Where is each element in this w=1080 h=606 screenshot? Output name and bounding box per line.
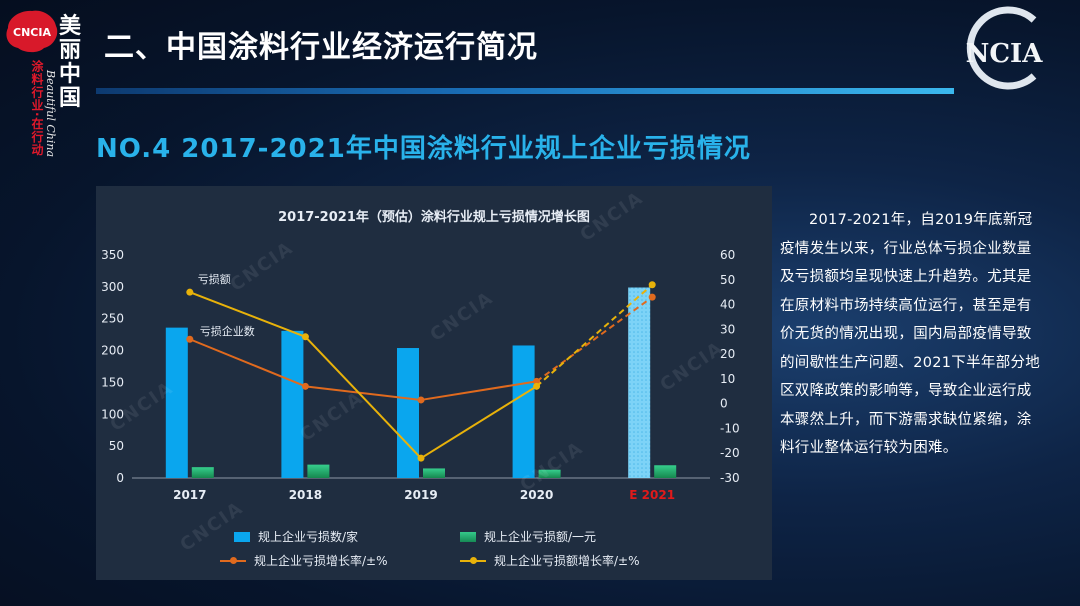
legend-label: 规上企业亏损数/家: [258, 530, 359, 544]
bar-loss-count: [628, 287, 651, 478]
x-tick-label: 2018: [289, 488, 322, 502]
y-left-tick-label: 0: [116, 471, 124, 485]
y-right-tick-label: 50: [720, 273, 735, 287]
y-right-tick-label: 0: [720, 397, 728, 411]
y-right-tick-label: 40: [720, 298, 735, 312]
annotation-loss-amount: 亏损额: [198, 272, 231, 286]
legend-swatch: [460, 556, 486, 564]
y-right-tick-label: 60: [720, 248, 735, 262]
line-loss-amount-rate-point: [417, 454, 425, 462]
description-text: 2017-2021年，自2019年底新冠疫情发生以来，行业总体亏损企业数量及亏损…: [780, 212, 1041, 456]
legend-label: 规上企业亏损额/一元: [484, 530, 597, 544]
line-loss-amount-rate-segment: [304, 336, 422, 459]
bar-loss-count: [397, 348, 419, 478]
brand-logo-left: CNCIA 美 丽 中 国 涂料行业·在行动 Beautiful China: [4, 8, 96, 168]
bar-loss-amount: [307, 464, 330, 478]
bar-loss-amount: [654, 465, 677, 478]
title-underline-bar: [96, 88, 954, 94]
line-loss-amount-rate-segment: [420, 385, 538, 460]
chart-panel: 2017-2021年（预估）涂料行业规上亏损情况增长图 0 50 100 150 200…: [96, 186, 772, 580]
brand-chinese-vertical: 美 丽 中 国: [56, 14, 84, 110]
line-loss-amount-rate-point: [301, 333, 309, 341]
y-right-tick-label: -20: [720, 446, 740, 460]
logo-right-text: NCIA: [966, 39, 1044, 69]
section-title: NO.4 2017-2021年中国涂料行业规上企业亏损情况: [96, 134, 751, 164]
y-left-tick-label: 300: [101, 280, 124, 294]
y-left-tick-label: 200: [101, 344, 124, 358]
bar-loss-count: [512, 345, 535, 478]
bar-loss-count: [165, 327, 188, 478]
line-loss-count-rate-point: [533, 377, 541, 385]
bar-loss-count: [281, 330, 304, 478]
y-right-tick-label: 20: [720, 347, 735, 361]
line-loss-count-rate-segment: [420, 380, 537, 401]
y-left-tick-label: 350: [101, 248, 124, 262]
line-loss-amount-rate-segment: [189, 291, 306, 338]
line-loss-count-rate-point: [648, 293, 656, 301]
legend-swatch: [234, 531, 250, 542]
cncia-logo-icon: NCIA: [966, 6, 1044, 90]
x-tick-label: 2017: [173, 488, 206, 502]
x-tick-label: 2020: [520, 488, 553, 502]
y-left-tick-label: 100: [101, 407, 124, 421]
bar-loss-amount: [538, 469, 561, 478]
bar-loss-amount: [423, 468, 445, 478]
line-loss-count-rate-segment: [305, 385, 422, 401]
brand-char: 丽: [58, 37, 81, 63]
line-loss-count-rate-point: [301, 382, 309, 390]
y-left-tick-label: 50: [109, 439, 124, 453]
line-loss-count-rate-point: [417, 396, 425, 404]
y-right-tick-label: -30: [720, 471, 740, 485]
line-loss-amount-rate-point: [648, 281, 656, 289]
chart-title: 2017-2021年（预估）涂料行业规上亏损情况增长图: [278, 210, 590, 225]
line-loss-count-rate-segment: [189, 338, 306, 388]
x-tick-label: E 2021: [629, 488, 675, 502]
annotation-loss-count: 亏损企业数: [200, 324, 255, 338]
logo-left-text: CNCIA: [13, 26, 51, 39]
chart-svg: 0 50 100 150 200 250 300 350 -30 -20 -10 0 10 20 30 40 5…: [101, 248, 740, 502]
brand-slogan: 涂料行业·在行动: [30, 60, 44, 157]
legend-label: 规上企业亏损增长率/±%: [254, 554, 388, 568]
legend-swatch: [460, 531, 476, 542]
legend-item: 规上企业亏损数/家: [234, 528, 358, 545]
y-right-tick-label: 10: [720, 372, 735, 386]
brand-char: 国: [58, 85, 81, 111]
cncia-flower-icon: CNCIA: [6, 10, 58, 53]
bar-loss-amount: [191, 467, 214, 478]
legend-item: 规上企业亏损增长率/±%: [220, 552, 388, 569]
line-loss-count-rate-segment: [536, 296, 653, 383]
legend-item: 规上企业亏损额/一元: [460, 528, 596, 545]
line-loss-count-rate-point: [186, 335, 194, 343]
y-left-tick-label: 250: [101, 312, 124, 326]
brand-char: 美: [58, 13, 81, 39]
line-loss-amount-rate-segment: [535, 283, 653, 388]
brand-char: 中: [58, 61, 81, 87]
legend-swatch: [220, 556, 246, 564]
legend-label: 规上企业亏损额增长率/±%: [494, 554, 640, 568]
y-right-tick-label: 30: [720, 322, 735, 336]
line-loss-amount-rate-point: [186, 288, 194, 296]
line-loss-amount-rate-point: [533, 382, 541, 390]
page-title: 二、中国涂料行业经济运行简况: [104, 30, 538, 65]
brand-script: Beautiful China: [44, 70, 57, 158]
y-left-tick-label: 150: [101, 375, 124, 389]
y-right-tick-label: -10: [720, 421, 740, 435]
x-tick-label: 2019: [404, 488, 437, 502]
legend-item: 规上企业亏损额增长率/±%: [460, 552, 640, 569]
